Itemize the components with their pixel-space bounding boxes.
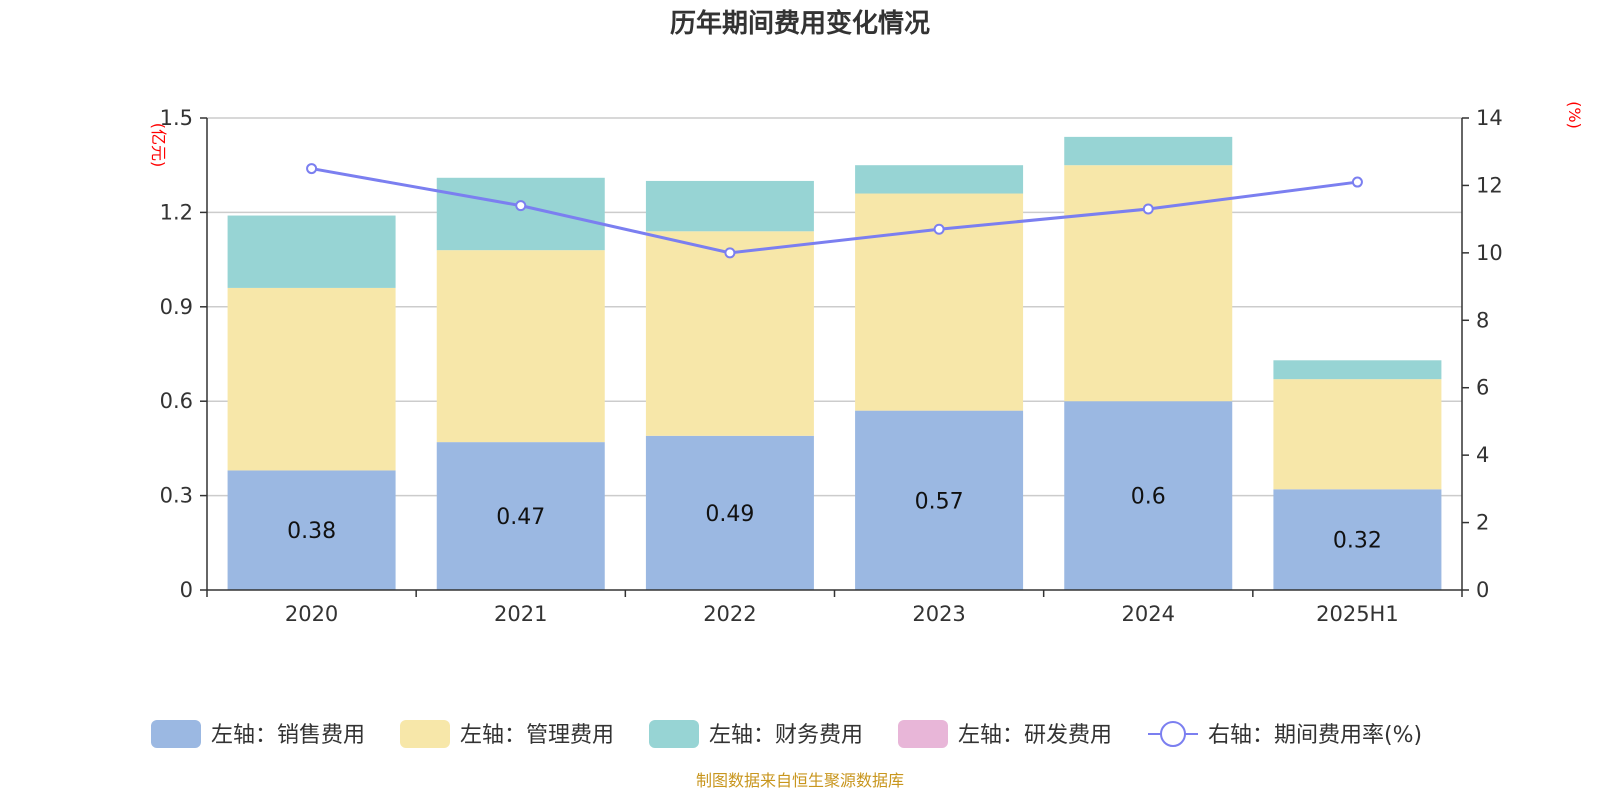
legend-label: 左轴：销售费用: [211, 723, 365, 748]
left-axis-unit: (亿元): [149, 123, 168, 168]
left-tick-label: 0: [180, 578, 193, 602]
x-tick-label: 2025H1: [1316, 602, 1399, 626]
bar-segment: [855, 410, 1024, 590]
data-labels: 0.38 0.47 0.49 0.57 0.6 0.32: [287, 485, 1382, 554]
legend: 左轴：销售费用 左轴：管理费用 左轴：财务费用 左轴：研发费用 右轴：期间费用率(%): [151, 720, 1422, 748]
rate-point: [1351, 176, 1363, 188]
legend-swatch: [649, 720, 699, 748]
legend-swatch: [400, 720, 450, 748]
x-tick-label: 2024: [1122, 602, 1175, 626]
legend-label: 左轴：研发费用: [958, 723, 1112, 748]
right-tick-label: 4: [1476, 443, 1489, 467]
bar-segment: [227, 470, 396, 590]
right-tick-label: 12: [1476, 173, 1503, 197]
data-label: 0.6: [1131, 485, 1166, 510]
legend-swatch: [898, 720, 948, 748]
rate-point: [515, 200, 527, 212]
bar-segment: [436, 177, 605, 251]
rate-line: [311, 167, 1358, 255]
bar-segment: [1064, 136, 1233, 166]
bar-segment: [1273, 360, 1442, 380]
legend-marker-icon: [1160, 721, 1186, 747]
bar-segment: [436, 250, 605, 443]
chart-title: 历年期间费用变化情况: [670, 8, 930, 39]
left-tick-label: 0.3: [160, 484, 193, 508]
data-label: 0.49: [705, 502, 754, 527]
rate-point: [933, 223, 945, 235]
grid-lines: [207, 117, 1462, 497]
legend-label: 右轴：期间费用率(%): [1208, 723, 1422, 748]
bar-segment: [855, 165, 1024, 194]
bar-segment: [645, 180, 814, 232]
x-tick-label: 2020: [285, 602, 338, 626]
bar-stacks: [227, 136, 1442, 590]
right-axis-unit: (%): [1565, 101, 1584, 129]
data-label: 0.32: [1333, 529, 1382, 554]
x-tick-label: 2023: [912, 602, 965, 626]
bar-segment: [436, 442, 605, 590]
left-tick-label: 0.6: [160, 389, 193, 413]
source-note: 制图数据来自恒生聚源数据库: [696, 771, 904, 790]
left-tick-label: 1.5: [160, 106, 193, 130]
data-label: 0.47: [496, 505, 545, 530]
data-label: 0.57: [915, 489, 964, 514]
right-tick-label: 10: [1476, 241, 1503, 265]
right-tick-label: 8: [1476, 308, 1489, 332]
bar-segment: [1064, 401, 1233, 590]
rate-point: [1142, 203, 1154, 215]
rate-point: [306, 163, 318, 175]
right-tick-label: 14: [1476, 106, 1503, 130]
expense-rate-line: [306, 163, 1363, 259]
bar-segment: [227, 287, 396, 471]
left-tick-label: 1.2: [160, 200, 193, 224]
x-tick-label: 2021: [494, 602, 547, 626]
rate-point: [724, 247, 736, 259]
legend-swatch: [151, 720, 201, 748]
x-tick-label: 2022: [703, 602, 756, 626]
bar-segment: [1273, 489, 1442, 590]
right-tick-label: 6: [1476, 376, 1489, 400]
right-tick-label: 2: [1476, 511, 1489, 535]
bar-segment: [645, 231, 814, 436]
data-label: 0.38: [287, 519, 336, 544]
right-tick-label: 0: [1476, 578, 1489, 602]
axes: 0 0.3 0.6 0.9 1.2 1.5 0 2 4 6 8 10 12 14 2020 2021 2022 2…: [160, 106, 1503, 626]
bar-segment: [645, 435, 814, 590]
bar-segment: [1273, 379, 1442, 490]
legend-label: 左轴：管理费用: [460, 723, 614, 748]
left-tick-label: 0.9: [160, 295, 193, 319]
bar-segment: [227, 215, 396, 288]
legend-label: 左轴：财务费用: [709, 723, 863, 748]
